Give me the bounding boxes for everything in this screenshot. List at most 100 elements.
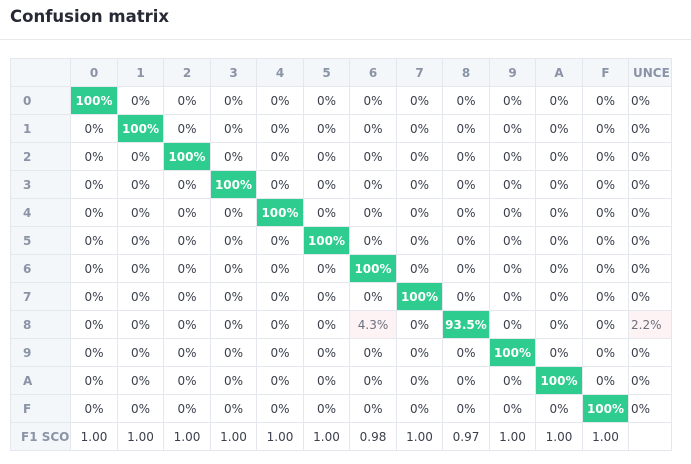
matrix-cell: 0% (303, 366, 350, 395)
matrix-cell: 0% (210, 394, 257, 423)
f1-score-cell: 1.00 (163, 422, 211, 451)
matrix-cell: 0% (628, 394, 672, 423)
row-header-9: 9 (10, 338, 71, 367)
matrix-cell: 0% (256, 394, 304, 423)
matrix-cell: 0% (349, 226, 397, 255)
matrix-cell: 0% (349, 198, 397, 227)
matrix-cell: 0% (396, 310, 443, 339)
matrix-cell: 0% (70, 394, 118, 423)
matrix-cell: 0% (210, 338, 257, 367)
matrix-cell: 100% (396, 282, 443, 311)
matrix-cell: 100% (210, 170, 257, 199)
matrix-cell: 0% (489, 198, 536, 227)
page-title: Confusion matrix (10, 7, 170, 26)
matrix-cell: 0% (210, 142, 257, 171)
matrix-cell: 0% (210, 198, 257, 227)
matrix-cell: 0% (582, 114, 629, 143)
matrix-cell: 0% (163, 282, 211, 311)
f1-score-cell: 0.97 (442, 422, 490, 451)
matrix-cell: 100% (70, 86, 118, 115)
matrix-cell: 0% (489, 366, 536, 395)
matrix-cell: 0% (163, 366, 211, 395)
matrix-cell: 0% (582, 338, 629, 367)
matrix-cell: 0% (210, 310, 257, 339)
matrix-cell: 100% (349, 254, 397, 283)
matrix-cell: 0% (303, 282, 350, 311)
matrix-cell: 0% (396, 338, 443, 367)
matrix-cell: 0% (70, 226, 118, 255)
matrix-cell: 0% (442, 226, 490, 255)
matrix-cell: 0% (210, 226, 257, 255)
matrix-cell: 0% (256, 366, 304, 395)
matrix-cell: 0% (117, 198, 164, 227)
matrix-cell: 0% (303, 254, 350, 283)
matrix-cell: 0% (163, 338, 211, 367)
panel-header: Confusion matrix (0, 0, 691, 40)
row-header-6: 6 (10, 254, 71, 283)
matrix-cell: 0% (256, 86, 304, 115)
matrix-cell: 0% (442, 338, 490, 367)
matrix-cell: 0% (582, 366, 629, 395)
matrix-row-4: 4 0% 0% 0% 0% 100% 0% 0% 0% 0% 0% 0% 0% 0% (10, 198, 672, 227)
column-header-6: 6 (349, 58, 397, 87)
matrix-cell: 100% (582, 394, 629, 423)
f1-score-cell: 0.98 (349, 422, 397, 451)
matrix-row-a: A 0% 0% 0% 0% 0% 0% 0% 0% 0% 0% 100% 0% 0% (10, 366, 672, 395)
matrix-cell: 0% (396, 226, 443, 255)
matrix-cell: 2.2% (628, 310, 672, 339)
matrix-cell: 0% (489, 226, 536, 255)
matrix-cell: 0% (117, 226, 164, 255)
matrix-cell: 0% (70, 170, 118, 199)
f1-score-cell: 1.00 (303, 422, 350, 451)
matrix-cell: 0% (582, 254, 629, 283)
matrix-cell: 0% (70, 198, 118, 227)
matrix-cell: 0% (396, 114, 443, 143)
f1-score-cell: 1.00 (210, 422, 257, 451)
matrix-cell: 0% (396, 366, 443, 395)
matrix-cell: 0% (117, 394, 164, 423)
matrix-cell: 0% (628, 366, 672, 395)
row-header-a: A (10, 366, 71, 395)
row-header-0: 0 (10, 86, 71, 115)
matrix-cell: 0% (256, 282, 304, 311)
matrix-cell: 0% (489, 254, 536, 283)
column-header-2: 2 (163, 58, 211, 87)
matrix-cell: 0% (396, 142, 443, 171)
matrix-cell: 0% (396, 86, 443, 115)
matrix-cell: 100% (535, 366, 583, 395)
matrix-cell: 0% (163, 254, 211, 283)
matrix-cell: 0% (303, 170, 350, 199)
matrix-cell: 0% (628, 114, 672, 143)
matrix-cell: 100% (303, 226, 350, 255)
matrix-cell: 0% (303, 310, 350, 339)
matrix-cell: 0% (442, 86, 490, 115)
f1-score-cell: 1.00 (396, 422, 443, 451)
matrix-cell: 0% (210, 282, 257, 311)
f1-score-row: F1 SCO 1.00 1.00 1.00 1.00 1.00 1.00 0.98 1.00 0.… (10, 422, 672, 451)
matrix-cell: 0% (535, 310, 583, 339)
column-header-9: 9 (489, 58, 536, 87)
matrix-cell: 0% (442, 394, 490, 423)
matrix-cell: 93.5% (442, 310, 490, 339)
matrix-cell: 0% (442, 170, 490, 199)
matrix-cell: 0% (442, 198, 490, 227)
row-header-2: 2 (10, 142, 71, 171)
matrix-cell: 0% (535, 114, 583, 143)
matrix-cell: 0% (396, 254, 443, 283)
matrix-row-7: 7 0% 0% 0% 0% 0% 0% 0% 100% 0% 0% 0% 0% 0% (10, 282, 672, 311)
column-header-row: 0 1 2 3 4 5 6 7 8 9 A F UNCE (10, 58, 672, 87)
matrix-cell: 0% (163, 310, 211, 339)
column-header-1: 1 (117, 58, 164, 87)
matrix-cell: 0% (628, 226, 672, 255)
matrix-cell: 0% (535, 282, 583, 311)
matrix-cell: 0% (117, 366, 164, 395)
matrix-cell: 0% (349, 338, 397, 367)
matrix-cell: 0% (535, 170, 583, 199)
matrix-cell: 0% (396, 198, 443, 227)
matrix-cell: 0% (70, 142, 118, 171)
matrix-cell: 0% (349, 86, 397, 115)
row-header-f: F (10, 394, 71, 423)
matrix-cell: 0% (117, 338, 164, 367)
matrix-cell: 0% (70, 254, 118, 283)
matrix-row-9: 9 0% 0% 0% 0% 0% 0% 0% 0% 0% 100% 0% 0% 0% (10, 338, 672, 367)
